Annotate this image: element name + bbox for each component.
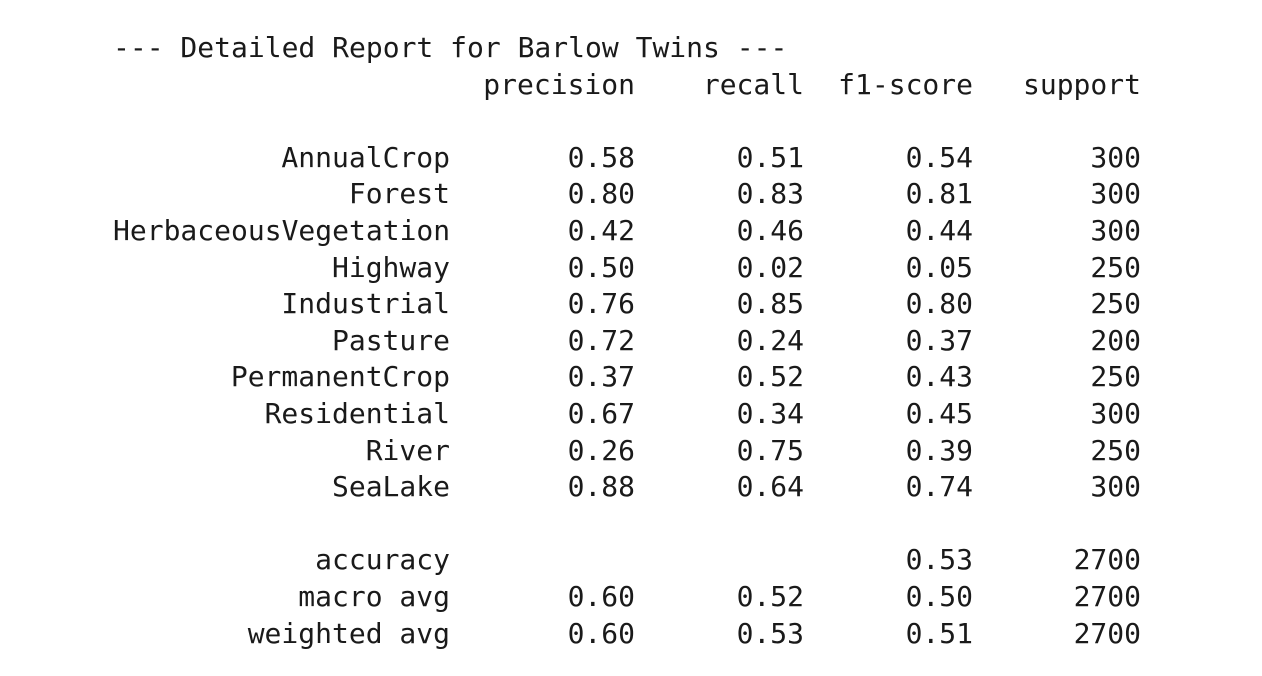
f1-score-value: 0.80	[905, 287, 973, 321]
row-label: AnnualCrop	[281, 140, 450, 174]
row-label: Industrial	[281, 287, 450, 321]
support-value: 2700	[1073, 543, 1141, 577]
blank-line	[113, 103, 1141, 140]
recall-value: 0.83	[736, 177, 804, 211]
recall-value: 0.02	[736, 250, 804, 284]
precision-value: 0.50	[567, 250, 635, 284]
f1-score-value: 0.74	[905, 470, 973, 504]
row-label: macro avg	[298, 579, 450, 613]
row-label: SeaLake	[331, 470, 450, 504]
support-value: 250	[1090, 433, 1141, 467]
support-value: 250	[1090, 250, 1141, 284]
row-label: Forest	[348, 177, 450, 211]
precision-value	[450, 542, 635, 579]
class-row: SeaLake 0.88 0.64 0.74 300	[113, 469, 1141, 506]
recall-value: 0.34	[736, 396, 804, 430]
recall-value: 0.51	[736, 140, 804, 174]
row-label: weighted avg	[247, 616, 450, 650]
recall-value: 0.52	[736, 579, 804, 613]
class-row: PermanentCrop 0.37 0.52 0.43 250	[113, 359, 1141, 396]
f1-score-value: 0.37	[905, 323, 973, 357]
row-label: accuracy	[315, 543, 450, 577]
f1-score-value: 0.43	[905, 360, 973, 394]
header-row: precision recall f1-score support	[113, 67, 1141, 104]
support-value: 300	[1090, 396, 1141, 430]
header-label-spacer	[113, 67, 450, 104]
row-label: Pasture	[331, 323, 450, 357]
header-f1-score: f1-score	[838, 67, 973, 101]
support-value: 2700	[1073, 616, 1141, 650]
f1-score-value: 0.81	[905, 177, 973, 211]
support-value: 300	[1090, 177, 1141, 211]
row-label: PermanentCrop	[230, 360, 450, 394]
recall-value: 0.52	[736, 360, 804, 394]
summary-rows: accuracy 0.53 2700 macro avg 0.60 0.52 0.50 270…	[113, 542, 1141, 652]
f1-score-value: 0.53	[905, 543, 973, 577]
recall-value	[635, 542, 804, 579]
f1-score-value: 0.51	[905, 616, 973, 650]
report-title: --- Detailed Report for Barlow Twins ---	[113, 31, 788, 64]
class-row: River 0.26 0.75 0.39 250	[113, 433, 1141, 470]
precision-value: 0.60	[567, 579, 635, 613]
f1-score-value: 0.44	[905, 213, 973, 247]
f1-score-value: 0.05	[905, 250, 973, 284]
summary-row: weighted avg 0.60 0.53 0.51 2700	[113, 616, 1141, 653]
precision-value: 0.80	[567, 177, 635, 211]
support-value: 250	[1090, 360, 1141, 394]
class-rows: AnnualCrop 0.58 0.51 0.54 300 Forest 0.80 0.83 0…	[113, 140, 1141, 506]
f1-score-value: 0.39	[905, 433, 973, 467]
f1-score-value: 0.54	[905, 140, 973, 174]
class-row: Pasture 0.72 0.24 0.37 200	[113, 323, 1141, 360]
support-value: 300	[1090, 213, 1141, 247]
class-row: Industrial 0.76 0.85 0.80 250	[113, 286, 1141, 323]
row-label: River	[365, 433, 450, 467]
recall-value: 0.24	[736, 323, 804, 357]
recall-value: 0.46	[736, 213, 804, 247]
class-row: Forest 0.80 0.83 0.81 300	[113, 176, 1141, 213]
precision-value: 0.76	[567, 287, 635, 321]
blank-line	[113, 506, 1141, 543]
support-value: 2700	[1073, 579, 1141, 613]
support-value: 250	[1090, 287, 1141, 321]
class-row: HerbaceousVegetation 0.42 0.46 0.44 300	[113, 213, 1141, 250]
summary-row: accuracy 0.53 2700	[113, 542, 1141, 579]
row-label: HerbaceousVegetation	[113, 213, 451, 247]
recall-value: 0.64	[736, 470, 804, 504]
classification-report: --- Detailed Report for Barlow Twins ---…	[113, 30, 1141, 652]
header-support: support	[1022, 67, 1141, 101]
class-row: Residential 0.67 0.34 0.45 300	[113, 396, 1141, 433]
row-label: Highway	[331, 250, 450, 284]
support-value: 200	[1090, 323, 1141, 357]
class-row: AnnualCrop 0.58 0.51 0.54 300	[113, 140, 1141, 177]
precision-value: 0.60	[567, 616, 635, 650]
recall-value: 0.75	[736, 433, 804, 467]
header-precision: precision	[483, 67, 635, 101]
f1-score-value: 0.45	[905, 396, 973, 430]
recall-value: 0.53	[736, 616, 804, 650]
precision-value: 0.72	[567, 323, 635, 357]
class-row: Highway 0.50 0.02 0.05 250	[113, 250, 1141, 287]
precision-value: 0.88	[567, 470, 635, 504]
f1-score-value: 0.50	[905, 579, 973, 613]
precision-value: 0.67	[567, 396, 635, 430]
precision-value: 0.58	[567, 140, 635, 174]
precision-value: 0.37	[567, 360, 635, 394]
precision-value: 0.42	[567, 213, 635, 247]
support-value: 300	[1090, 470, 1141, 504]
row-label: Residential	[264, 396, 450, 430]
summary-row: macro avg 0.60 0.52 0.50 2700	[113, 579, 1141, 616]
header-recall: recall	[702, 67, 804, 101]
support-value: 300	[1090, 140, 1141, 174]
precision-value: 0.26	[567, 433, 635, 467]
recall-value: 0.85	[736, 287, 804, 321]
